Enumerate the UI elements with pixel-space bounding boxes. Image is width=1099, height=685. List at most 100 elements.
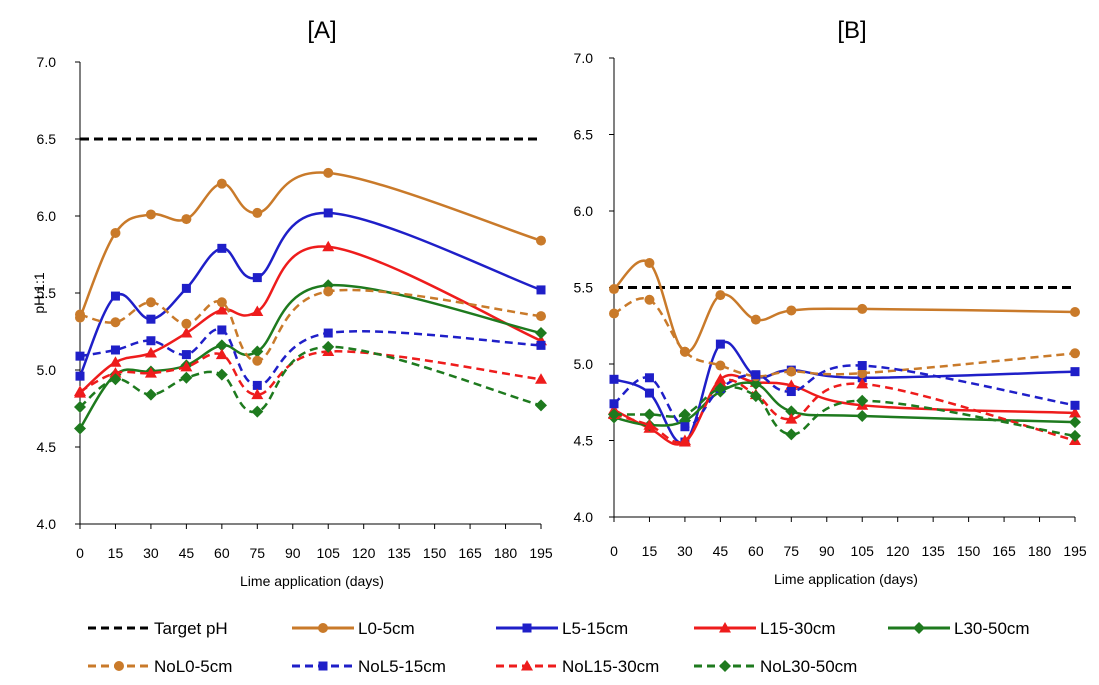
- x-tick-label: 75: [250, 545, 266, 561]
- x-axis-label-a: Lime application (days): [240, 573, 384, 589]
- legend-marker: [114, 661, 124, 671]
- data-point: [216, 178, 227, 189]
- chart-panel-a: [A] 4.0 4.5 5.0 5.5 6.0 6.5 7.0 0 15 30 45 60 75 90 105…: [31, 17, 553, 589]
- data-point: [750, 314, 761, 325]
- y-tick-label: 4.5: [37, 439, 57, 455]
- x-tick-label: 0: [76, 545, 84, 561]
- y-tick-label: 7.0: [37, 54, 57, 70]
- data-point: [643, 408, 656, 421]
- data-point: [215, 348, 228, 360]
- data-point: [75, 309, 85, 320]
- legend-marker: [913, 622, 925, 634]
- legend-entry-nol30-50cm: NoL30-50cm: [694, 657, 857, 676]
- x-tick-label: 105: [317, 545, 341, 561]
- x-tick-label: 165: [992, 543, 1016, 559]
- data-point: [74, 400, 86, 413]
- data-point: [215, 368, 228, 381]
- data-point: [75, 371, 85, 381]
- series-line-l5-15cm: [613, 340, 1076, 445]
- data-point: [644, 373, 654, 383]
- chart-title-b: [B]: [837, 17, 866, 44]
- x-tick-label: 45: [713, 543, 729, 559]
- data-point: [181, 283, 191, 293]
- data-point: [714, 382, 727, 395]
- series-l15-30cm: [608, 373, 1081, 447]
- data-point: [323, 328, 333, 338]
- data-point: [786, 305, 797, 316]
- x-tick-label: 195: [1063, 543, 1087, 559]
- x-tick-label: 30: [677, 543, 693, 559]
- data-point: [1069, 429, 1081, 442]
- y-tick-label: 7.0: [574, 50, 594, 66]
- legend-marker: [522, 623, 532, 633]
- data-point: [714, 376, 727, 387]
- data-point: [749, 377, 762, 390]
- legend-label: NoL5-15cm: [358, 657, 446, 676]
- y-tick-label: 6.5: [574, 127, 594, 143]
- y-tick-label: 6.0: [37, 208, 57, 224]
- data-point: [74, 422, 86, 435]
- x-tick-label: 15: [108, 545, 124, 561]
- data-point: [644, 388, 654, 398]
- data-point: [856, 394, 869, 407]
- data-point: [181, 350, 191, 360]
- data-point: [679, 346, 690, 357]
- y-tick-label: 5.5: [574, 280, 594, 296]
- data-point: [145, 209, 156, 220]
- legend-label: L0-5cm: [358, 619, 415, 638]
- legend-label: L30-50cm: [954, 619, 1030, 638]
- data-point: [180, 360, 193, 372]
- series-nol5-15cm: [75, 325, 546, 390]
- data-point: [144, 388, 157, 401]
- data-point: [609, 374, 619, 384]
- data-point: [144, 367, 157, 378]
- data-point: [535, 399, 547, 412]
- y-tick-label: 4.5: [574, 433, 594, 449]
- x-tick-label: 150: [423, 545, 447, 561]
- legend-marker: [719, 660, 731, 672]
- y-tick-label: 5.5: [37, 285, 57, 301]
- y-tick-label: 5.0: [574, 356, 594, 372]
- data-point: [786, 387, 796, 397]
- data-point: [181, 318, 192, 329]
- x-tick-label: 120: [352, 545, 376, 561]
- legend-label: NoL0-5cm: [154, 657, 232, 676]
- data-point: [144, 347, 157, 358]
- series-line-l0-5cm: [78, 171, 542, 319]
- x-tick-label: 120: [886, 543, 910, 559]
- data-point: [145, 297, 156, 308]
- data-point: [180, 327, 193, 338]
- data-point: [536, 311, 546, 322]
- data-point: [856, 377, 869, 389]
- data-point: [680, 422, 690, 432]
- data-point: [751, 370, 761, 380]
- data-point: [110, 345, 120, 355]
- data-point: [215, 339, 228, 352]
- data-point: [536, 235, 546, 246]
- x-tick-label: 30: [143, 545, 159, 561]
- x-axis-label-b: Lime application (days): [774, 571, 918, 587]
- data-point: [146, 336, 156, 346]
- data-point: [75, 351, 85, 361]
- legend: Target pH L0-5cm L5-15cm L15-30cm L30-50cm No…: [88, 619, 1030, 676]
- data-point: [251, 388, 264, 400]
- data-point: [216, 297, 227, 308]
- data-point: [715, 339, 725, 349]
- legend-entry-l30-50cm: L30-50cm: [888, 619, 1030, 638]
- series-l0-5cm: [609, 258, 1080, 357]
- x-tick-label: 60: [214, 545, 230, 561]
- legend-entry-target-ph: Target pH: [88, 619, 228, 638]
- data-point: [252, 355, 263, 366]
- data-point: [110, 227, 121, 238]
- series-l5-15cm: [75, 208, 546, 381]
- data-point: [1070, 367, 1080, 377]
- data-point: [251, 345, 264, 358]
- data-point: [181, 214, 192, 225]
- series-nol30-50cm: [608, 382, 1081, 442]
- x-tick-label: 15: [642, 543, 658, 559]
- legend-entry-nol15-30cm: NoL15-30cm: [496, 657, 659, 676]
- series-l30-50cm: [608, 377, 1081, 432]
- y-tick-label: 4.0: [574, 509, 594, 525]
- legend-entry-nol0-5cm: NoL0-5cm: [88, 657, 232, 676]
